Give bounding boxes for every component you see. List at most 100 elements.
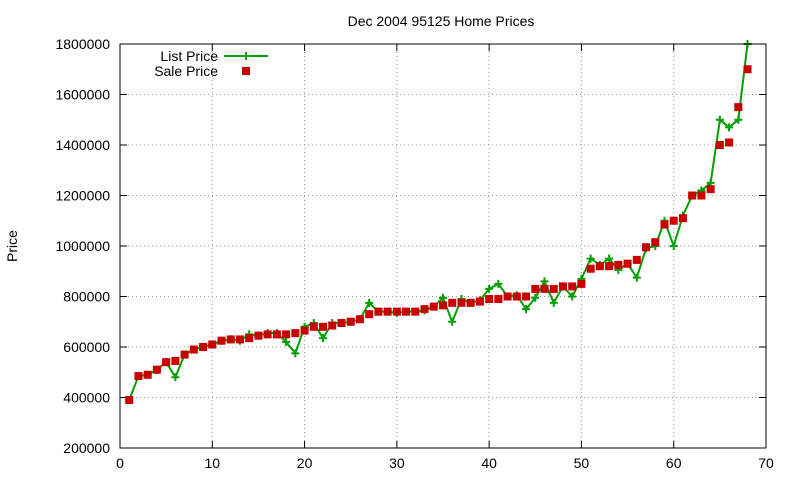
list-price-point [725, 123, 734, 132]
sale-price-point [743, 65, 752, 74]
sale-price-point [411, 307, 420, 316]
sale-price-point [494, 295, 503, 304]
sale-price-point [623, 259, 632, 268]
sale-price-point [319, 322, 328, 331]
sale-price-point [586, 264, 595, 273]
list-price-point [632, 273, 641, 282]
sale-price-point [697, 191, 706, 200]
list-price-point [282, 337, 291, 346]
sale-price-point [125, 396, 134, 405]
sale-price-point [171, 356, 180, 365]
sale-price-point [217, 336, 226, 345]
sale-price-point [180, 350, 189, 359]
sale-price-point [503, 292, 512, 301]
x-tick-label: 60 [666, 455, 682, 471]
list-price-point [319, 334, 328, 343]
plot-frame [119, 43, 767, 449]
legend-label-list-price: List Price [160, 48, 218, 64]
sale-price-point [715, 141, 724, 149]
sale-price-point [522, 292, 531, 301]
list-price-point [291, 349, 300, 358]
sale-price-point [577, 279, 586, 288]
x-tick-label: 50 [574, 455, 590, 471]
y-tick-label: 800000 [63, 289, 110, 305]
sale-price-point [402, 307, 411, 316]
sale-price-point [300, 326, 309, 335]
y-tick-label: 1600000 [55, 87, 110, 103]
grid-lines [120, 44, 766, 448]
list-price-point [586, 254, 595, 263]
list-price-point [568, 292, 577, 301]
list-price-point [715, 115, 724, 124]
sale-price-point [337, 319, 346, 328]
list-price-point [494, 279, 503, 288]
list-price-point [365, 298, 374, 307]
sale-price-point [254, 331, 263, 340]
sale-price-point [678, 214, 687, 223]
list-price-point [171, 373, 180, 382]
legend: List Price Sale Price [154, 48, 268, 79]
sale-price-point [725, 138, 734, 147]
y-tick-label: 1800000 [55, 36, 110, 52]
sale-price-point [383, 307, 392, 316]
list-price-point [531, 293, 540, 302]
sale-price-point [457, 298, 466, 307]
sale-price-point [282, 330, 291, 339]
sale-price-point [272, 330, 281, 339]
y-axis-label: Price [4, 230, 20, 262]
sale-price-point [448, 298, 457, 307]
sale-price-point [374, 307, 383, 316]
x-tick-label: 70 [758, 455, 774, 471]
sale-price-point [595, 262, 604, 271]
sale-price-point [651, 238, 660, 247]
list-price-point [540, 277, 549, 286]
list-price-point [669, 242, 678, 250]
sale-price-point [152, 365, 161, 374]
sale-price-point [134, 372, 143, 381]
sale-price-point [392, 307, 401, 316]
x-tick-label: 10 [204, 455, 220, 471]
sale-price-point [688, 191, 697, 200]
sale-price-point [549, 284, 558, 293]
y-tick-label: 1000000 [55, 238, 110, 254]
sale-price-point [429, 302, 438, 311]
sale-price-point [420, 305, 429, 314]
sale-price-point [660, 220, 669, 229]
sale-price-point [328, 321, 337, 330]
axis-ticks: 0 10 20 30 40 50 60 70 200000 400000 600000 800000 1… [55, 36, 774, 471]
sale-price-point [245, 334, 254, 343]
sale-price-point [605, 262, 614, 271]
sale-price-point [466, 298, 475, 307]
list-price-point [485, 284, 494, 293]
list-price-point [448, 317, 457, 326]
sale-price-point [263, 330, 272, 339]
y-tick-label: 400000 [63, 390, 110, 406]
sale-price-point [540, 284, 549, 293]
y-tick-label: 1200000 [55, 188, 110, 204]
sale-price-point [226, 335, 235, 344]
list-price-point [439, 293, 447, 302]
legend-marker-sale-price [242, 67, 250, 75]
x-tick-label: 20 [297, 455, 313, 471]
sale-price-point [734, 103, 743, 112]
sale-price-point [669, 216, 678, 225]
sale-price-point [558, 282, 567, 291]
sale-price-point [485, 295, 494, 304]
sale-price-point [235, 335, 244, 344]
legend-label-sale-price: Sale Price [154, 63, 218, 79]
sale-price-point [346, 317, 355, 326]
sale-price-point [309, 322, 318, 331]
chart-title: Dec 2004 95125 Home Prices [348, 13, 535, 29]
legend-marker-list-price [242, 52, 250, 60]
series-line-list-price [128, 43, 749, 401]
sale-price-point [355, 315, 364, 324]
sale-price-point [189, 345, 198, 354]
sale-price-point [199, 343, 208, 351]
sale-price-point [512, 292, 521, 301]
sale-price-point [531, 284, 540, 293]
x-tick-label: 0 [116, 455, 124, 471]
y-tick-label: 600000 [63, 339, 110, 355]
sale-price-point [632, 255, 641, 264]
sale-price-point [291, 329, 300, 338]
